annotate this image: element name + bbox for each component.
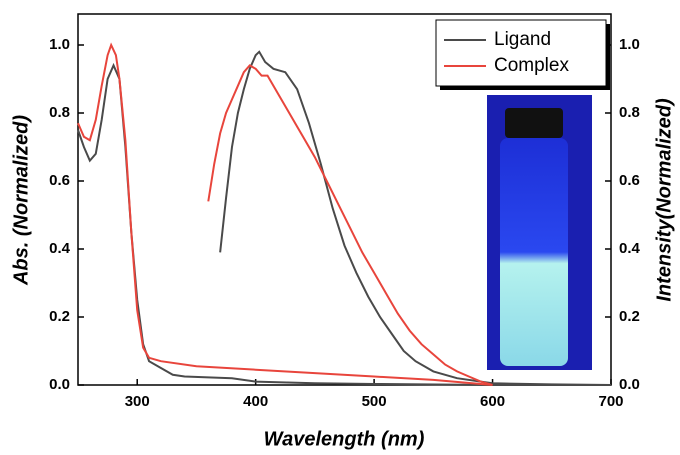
x-tick-label: 400 <box>243 393 268 410</box>
legend: Ligand Complex <box>435 19 610 90</box>
x-tick-label: 300 <box>125 393 150 410</box>
y2-axis-label: Intensity(Normalized) <box>653 98 675 302</box>
y2-tick-label: 0.2 <box>619 308 640 325</box>
x-tick-label: 500 <box>362 393 387 410</box>
x-tick-label: 600 <box>480 393 505 410</box>
y-tick-label: 0.2 <box>49 308 70 325</box>
y-axis-label: Abs. (Normalized) <box>10 115 32 286</box>
y-tick-label: 0.0 <box>49 376 70 393</box>
y2-tick-label: 0.0 <box>619 376 640 393</box>
data-line <box>219 50 612 386</box>
x-axis-label: Wavelength (nm) <box>264 428 425 450</box>
y-tick-label: 0.6 <box>49 172 70 189</box>
y2-tick-label: 1.0 <box>619 36 640 53</box>
y-tick-label: 0.4 <box>49 240 71 257</box>
legend-label: Complex <box>494 55 569 76</box>
data-line <box>77 42 493 386</box>
y2-tick-label: 0.8 <box>619 104 640 121</box>
y2-tick-label: 0.4 <box>619 240 641 257</box>
data-line <box>77 62 611 386</box>
legend-label: Ligand <box>494 29 551 50</box>
legend-box <box>435 19 607 87</box>
y-tick-label: 1.0 <box>49 36 70 53</box>
y-tick-label: 0.8 <box>49 104 70 121</box>
x-tick-label: 700 <box>598 393 623 410</box>
y2-tick-label: 0.6 <box>619 172 640 189</box>
plot-frame <box>77 13 612 386</box>
data-line <box>207 64 493 386</box>
photo-inset <box>487 95 592 370</box>
